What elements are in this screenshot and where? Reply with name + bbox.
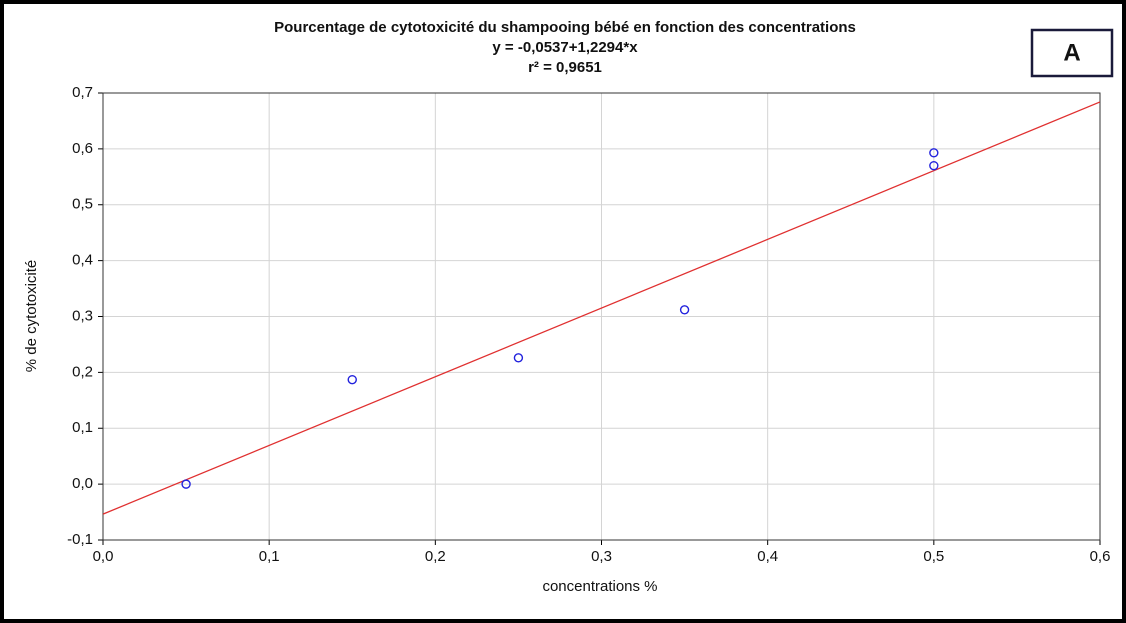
x-tick-label: 0,4 — [757, 548, 778, 565]
x-tick-label: 0,3 — [591, 548, 612, 565]
y-tick-label: 0,4 — [72, 252, 93, 269]
x-axis-label: concentrations % — [542, 578, 657, 595]
y-tick-label: 0,7 — [72, 84, 93, 101]
y-tick-label: 0,3 — [72, 307, 93, 324]
x-tick-label: 0,1 — [259, 548, 280, 565]
scatter-point — [347, 374, 357, 385]
annotation: A — [1063, 39, 1080, 66]
y-tick-label: -0,1 — [67, 531, 93, 548]
chart-subtitle: r² = 0,9651 — [528, 59, 602, 76]
trendline — [103, 101, 1100, 515]
y-tick-label: 0,2 — [72, 363, 93, 380]
chart-title: Pourcentage de cytotoxicité du shampooin… — [274, 19, 856, 36]
scatter-point — [929, 148, 939, 158]
x-tick-label: 0,6 — [1090, 548, 1111, 565]
scatter-point — [181, 479, 191, 489]
scatter-point — [513, 353, 524, 363]
annotation-box — [1030, 28, 1114, 78]
x-tick-label: 0,2 — [425, 548, 446, 565]
x-tick-label: 0,0 — [93, 548, 114, 565]
x-tick-label: 0,5 — [923, 548, 944, 565]
y-tick-label: 0,5 — [72, 196, 93, 213]
y-tick-label: 0,0 — [72, 475, 93, 492]
y-tick-label: 0,1 — [72, 419, 93, 436]
scatter-point — [929, 160, 939, 171]
scatter-point — [679, 305, 690, 315]
chart-subtitle: y = -0,0537+1,2294*x — [492, 39, 638, 56]
plot-border — [102, 92, 1101, 541]
y-axis-label: % de cytotoxicité — [23, 260, 40, 373]
y-tick-label: 0,6 — [72, 140, 93, 157]
